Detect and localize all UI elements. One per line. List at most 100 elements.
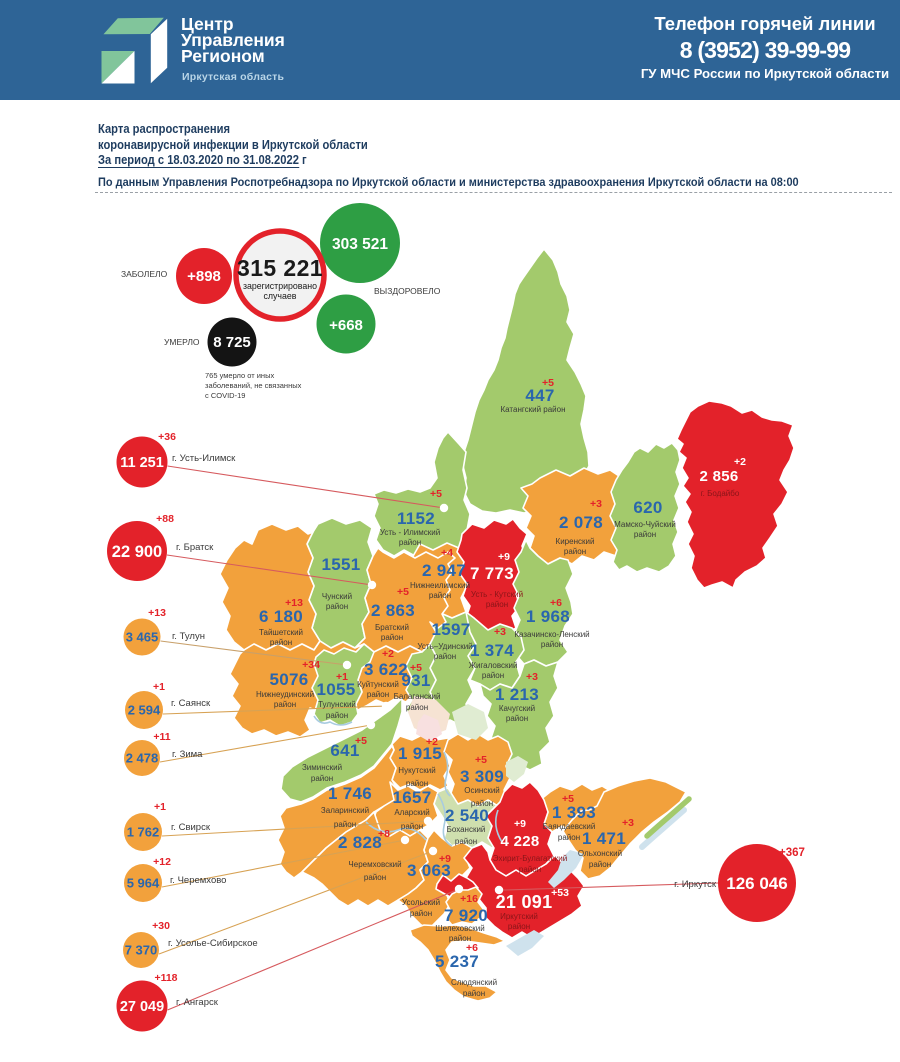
svg-text:1 746: 1 746 [328,784,372,803]
svg-text:район: район [311,774,333,783]
svg-text:+5: +5 [562,793,574,805]
svg-text:7 773: 7 773 [470,564,514,583]
svg-text:Усть–Удинский: Усть–Удинский [417,642,472,651]
svg-text:Зиминский: Зиминский [302,763,342,772]
svg-text:2 856: 2 856 [699,468,738,485]
svg-text:8 725: 8 725 [213,334,251,351]
svg-text:+2: +2 [382,648,394,660]
svg-text:район: район [410,909,432,918]
svg-text:+1: +1 [154,801,166,813]
svg-text:Мамско-Чуйский: Мамско-Чуйский [614,520,676,529]
svg-text:район: район [367,690,389,699]
svg-text:Качугский: Качугский [499,704,535,713]
svg-text:Чунский: Чунский [322,592,352,601]
svg-text:район: район [486,600,508,609]
svg-text:2 947: 2 947 [422,561,466,580]
svg-text:+367: +367 [779,847,805,859]
svg-text:район: район [401,822,423,831]
svg-text:+3: +3 [494,626,506,638]
svg-text:г. Иркутск: г. Иркутск [674,879,717,890]
svg-text:район: район [482,671,504,680]
svg-text:27 049: 27 049 [120,999,164,1015]
svg-text:район: район [541,640,563,649]
svg-text:г. Братск: г. Братск [176,542,214,553]
svg-text:район: район [406,779,428,788]
svg-text:Ольхонский: Ольхонский [578,849,622,858]
svg-text:УМЕРЛО: УМЕРЛО [164,337,200,347]
svg-text:1 393: 1 393 [552,803,596,822]
svg-text:+668: +668 [329,317,363,334]
svg-text:+8: +8 [378,828,390,840]
svg-text:район: район [274,700,296,709]
svg-text:+11: +11 [153,731,170,743]
svg-text:3 063: 3 063 [407,861,451,880]
svg-text:2 478: 2 478 [126,751,159,766]
svg-text:+1: +1 [153,681,165,693]
svg-text:3 465: 3 465 [126,630,159,645]
svg-text:447: 447 [525,386,554,405]
svg-text:126 046: 126 046 [726,874,787,893]
svg-text:район: район [429,591,451,600]
svg-text:район: район [508,922,530,931]
svg-text:+5: +5 [475,754,487,766]
svg-text:+9: +9 [498,551,510,563]
svg-text:Заларинский: Заларинский [321,806,369,815]
svg-text:Нукутский: Нукутский [398,766,435,775]
svg-text:+5: +5 [430,488,442,500]
svg-text:+88: +88 [156,513,174,525]
svg-text:г. Усть-Илимск: г. Усть-Илимск [172,453,236,464]
svg-text:+2: +2 [426,736,438,748]
svg-text:район: район [519,865,541,874]
svg-text:+6: +6 [466,942,478,954]
svg-text:Черемховский: Черемховский [348,860,401,869]
svg-text:22 900: 22 900 [112,543,162,561]
svg-text:район: район [455,837,477,846]
svg-text:район: район [434,652,456,661]
svg-text:1 374: 1 374 [470,641,514,660]
svg-text:район: район [326,711,348,720]
svg-text:район: район [589,860,611,869]
svg-text:+898: +898 [187,268,221,285]
svg-text:г. Черемхово: г. Черемхово [170,875,226,886]
svg-text:Иркутский: Иркутский [500,912,538,921]
svg-text:район: район [463,989,485,998]
svg-text:4 228: 4 228 [500,833,539,850]
svg-text:+3: +3 [622,817,634,829]
svg-text:г. Бодайбо: г. Бодайбо [701,489,740,498]
svg-text:район: район [471,799,493,808]
svg-text:Усть - Илимский: Усть - Илимский [380,528,440,537]
svg-text:Боханский: Боханский [447,825,486,834]
svg-text:Куйтунский: Куйтунский [357,680,399,689]
svg-text:Слюдянский: Слюдянский [451,978,497,987]
svg-text:+12: +12 [153,856,171,868]
svg-text:+5: +5 [542,377,554,389]
svg-text:случаев: случаев [264,291,297,301]
svg-text:район: район [399,538,421,547]
svg-text:931: 931 [401,671,430,690]
svg-text:Осинский: Осинский [464,786,500,795]
svg-text:Усть - Кутский: Усть - Кутский [471,590,523,599]
svg-text:г. Саянск: г. Саянск [171,698,211,709]
svg-text:765 умерло от иных: 765 умерло от иных [205,371,274,380]
svg-text:Баяндаевский: Баяндаевский [543,822,596,831]
svg-text:+3: +3 [590,498,602,510]
svg-text:Киренский: Киренский [556,537,595,546]
svg-text:5076: 5076 [269,670,308,689]
svg-text:Эхирит-Булагатский: Эхирит-Булагатский [493,854,568,863]
svg-text:г. Свирск: г. Свирск [171,822,211,833]
svg-text:Тайшетский: Тайшетский [259,628,303,637]
svg-text:зарегистрировано: зарегистрировано [243,281,317,291]
svg-text:+1: +1 [336,671,348,683]
svg-text:+5: +5 [355,735,367,747]
svg-text:Братский: Братский [375,623,409,632]
svg-text:5 964: 5 964 [127,876,160,891]
svg-text:1 915: 1 915 [398,744,442,763]
svg-text:Балаганский: Балаганский [394,692,441,701]
svg-text:7 370: 7 370 [125,943,158,958]
svg-text:Жигаловский: Жигаловский [469,661,518,670]
svg-text:ВЫЗДОРОВЕЛО: ВЫЗДОРОВЕЛО [374,286,441,296]
svg-text:3 622: 3 622 [364,660,408,679]
svg-text:2 594: 2 594 [128,703,161,718]
svg-text:1 471: 1 471 [582,829,626,848]
svg-text:+118: +118 [154,972,177,984]
